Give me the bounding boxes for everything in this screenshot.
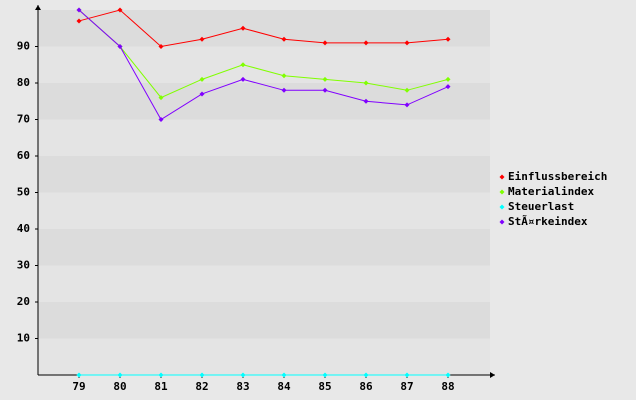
data-point [240, 76, 246, 82]
data-point [76, 18, 82, 24]
data-point [158, 117, 164, 122]
data-point [445, 372, 451, 378]
data-point [281, 73, 287, 79]
grid-band [38, 83, 490, 120]
data-point [76, 7, 82, 13]
x-tick-label: 85 [318, 380, 331, 393]
data-point [445, 36, 451, 42]
legend-label: Steuerlast [508, 200, 574, 213]
x-axis-arrow [490, 372, 495, 378]
data-point [404, 40, 410, 46]
data-point [199, 91, 205, 97]
data-point [445, 76, 451, 82]
grid-band [38, 338, 490, 375]
series-line [78, 9, 449, 48]
y-tick-label: 70 [17, 113, 30, 126]
data-point [199, 372, 205, 378]
legend-marker [499, 204, 505, 210]
x-tick-label: 82 [195, 380, 208, 393]
data-point [199, 36, 205, 42]
x-tick-label: 80 [113, 380, 126, 393]
y-tick-label: 50 [17, 186, 30, 199]
y-tick-label: 20 [17, 295, 30, 308]
y-tick-label: 80 [17, 76, 30, 89]
data-point [281, 87, 287, 93]
data-point [322, 372, 328, 378]
data-point [117, 372, 123, 378]
data-point [76, 372, 82, 378]
data-point [158, 44, 164, 49]
data-point [240, 62, 246, 68]
legend-label: Einflussbereich [508, 170, 607, 183]
data-point [363, 98, 369, 104]
legend-marker [499, 189, 505, 195]
data-point [322, 76, 328, 82]
data-point [117, 44, 123, 49]
series-line [78, 9, 449, 99]
grid-band [38, 302, 490, 339]
y-tick-label: 30 [17, 259, 30, 272]
grid-band [38, 229, 490, 266]
grid-band [38, 46, 490, 83]
y-tick-label: 60 [17, 149, 30, 162]
x-tick-label: 79 [72, 380, 85, 393]
data-point [158, 95, 164, 101]
x-tick-label: 83 [236, 380, 249, 393]
legend-marker [499, 174, 505, 180]
data-point [404, 372, 410, 378]
data-point [363, 40, 369, 46]
grid-band [38, 265, 490, 302]
data-point [158, 372, 164, 378]
y-axis-arrow [35, 5, 41, 10]
data-point [363, 80, 369, 86]
x-tick-label: 88 [441, 380, 454, 393]
data-point [445, 84, 451, 90]
data-point [363, 372, 369, 378]
data-point [404, 87, 410, 93]
y-tick-label: 40 [17, 222, 30, 235]
data-point [322, 87, 328, 93]
x-tick-label: 86 [359, 380, 373, 393]
grid-band [38, 119, 490, 156]
data-point [404, 102, 410, 108]
data-point [199, 76, 205, 82]
data-point [281, 372, 287, 378]
y-tick-label: 90 [17, 40, 30, 53]
y-tick-label: 10 [17, 332, 30, 345]
data-point [117, 7, 123, 13]
x-tick-label: 84 [277, 380, 291, 393]
legend-label: Materialindex [508, 185, 594, 198]
series-line [78, 9, 449, 121]
x-tick-label: 81 [154, 380, 168, 393]
data-point [322, 40, 328, 46]
data-point [240, 25, 246, 31]
data-point [240, 372, 246, 378]
grid-band [38, 192, 490, 229]
legend-marker [499, 219, 505, 225]
legend-label: StÃ¤rkeindex [508, 215, 588, 228]
x-tick-label: 87 [400, 380, 413, 393]
data-point [281, 36, 287, 42]
grid-band [38, 156, 490, 193]
